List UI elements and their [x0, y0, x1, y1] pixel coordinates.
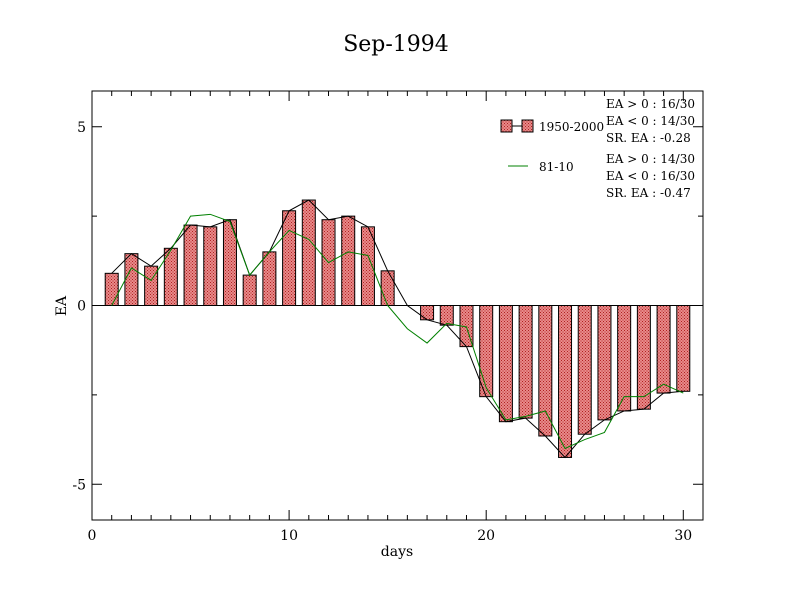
y-tick-label-0: 0: [77, 299, 86, 315]
bar-day-9: [262, 251, 277, 306]
bar-day-8: [242, 274, 257, 306]
bar-day-30: [676, 305, 691, 392]
bar-day-13: [341, 215, 356, 306]
bar-day-24: [558, 305, 573, 458]
bar-day-21: [498, 305, 513, 423]
bar-day-15: [380, 270, 395, 307]
x-tick-label-20: 20: [477, 528, 495, 544]
chart-title: Sep-1994: [343, 32, 449, 57]
y-tick-label--5: -5: [72, 477, 86, 493]
legend-label-line: 81-10: [539, 160, 574, 174]
bar-day-20: [479, 305, 494, 398]
line-series-group: [111, 213, 684, 450]
bar-day-5: [183, 224, 198, 306]
annotation-2-line-3: SR. EA : -0.47: [606, 186, 691, 200]
bar-day-11: [301, 199, 316, 307]
legend-item-line: 81-10: [508, 160, 574, 174]
bar-day-18: [439, 305, 454, 326]
x-tick-label-0: 0: [88, 528, 97, 544]
annotation-1-line-2: EA < 0 : 14/30: [606, 114, 695, 128]
bars-group: [104, 199, 691, 458]
annotation-2-line-1: EA > 0 : 14/30: [606, 152, 695, 166]
bar-day-26: [597, 305, 612, 421]
bar-outline-group: [111, 199, 684, 459]
bar-day-1: [104, 272, 119, 307]
bar-day-3: [144, 265, 159, 306]
axes-group: 0 10 20 30 -5 0 5: [72, 91, 703, 544]
legend-bar-swatch-left: [500, 119, 513, 133]
bar-day-6: [203, 226, 218, 307]
legend-label-bar: 1950-2000: [539, 120, 604, 134]
annotations: EA > 0 : 16/30 EA < 0 : 14/30 SR. EA : -…: [606, 97, 695, 200]
annotation-1-line-3: SR. EA : -0.28: [606, 131, 691, 145]
bar-day-25: [577, 305, 592, 435]
bar-day-17: [420, 305, 435, 321]
bar-day-10: [282, 210, 297, 306]
legend: 1950-2000 81-10: [500, 119, 604, 174]
legend-item-bar: 1950-2000: [500, 119, 604, 134]
bar-day-22: [518, 305, 533, 419]
y-axis-label: EA: [54, 295, 70, 316]
line-series-81-10: [111, 213, 684, 450]
x-tick-label-10: 10: [280, 528, 298, 544]
bar-series-outline: [111, 199, 684, 459]
x-axis-label: days: [381, 544, 413, 560]
bar-day-27: [617, 305, 632, 412]
bar-day-29: [656, 305, 671, 394]
x-tick-label-30: 30: [674, 528, 692, 544]
annotation-2-line-2: EA < 0 : 16/30: [606, 169, 695, 183]
annotation-1-line-1: EA > 0 : 16/30: [606, 97, 695, 111]
y-tick-label-5: 5: [77, 120, 86, 136]
legend-bar-swatch-right: [521, 119, 534, 133]
bar-day-23: [538, 305, 553, 437]
bar-day-2: [124, 253, 139, 307]
